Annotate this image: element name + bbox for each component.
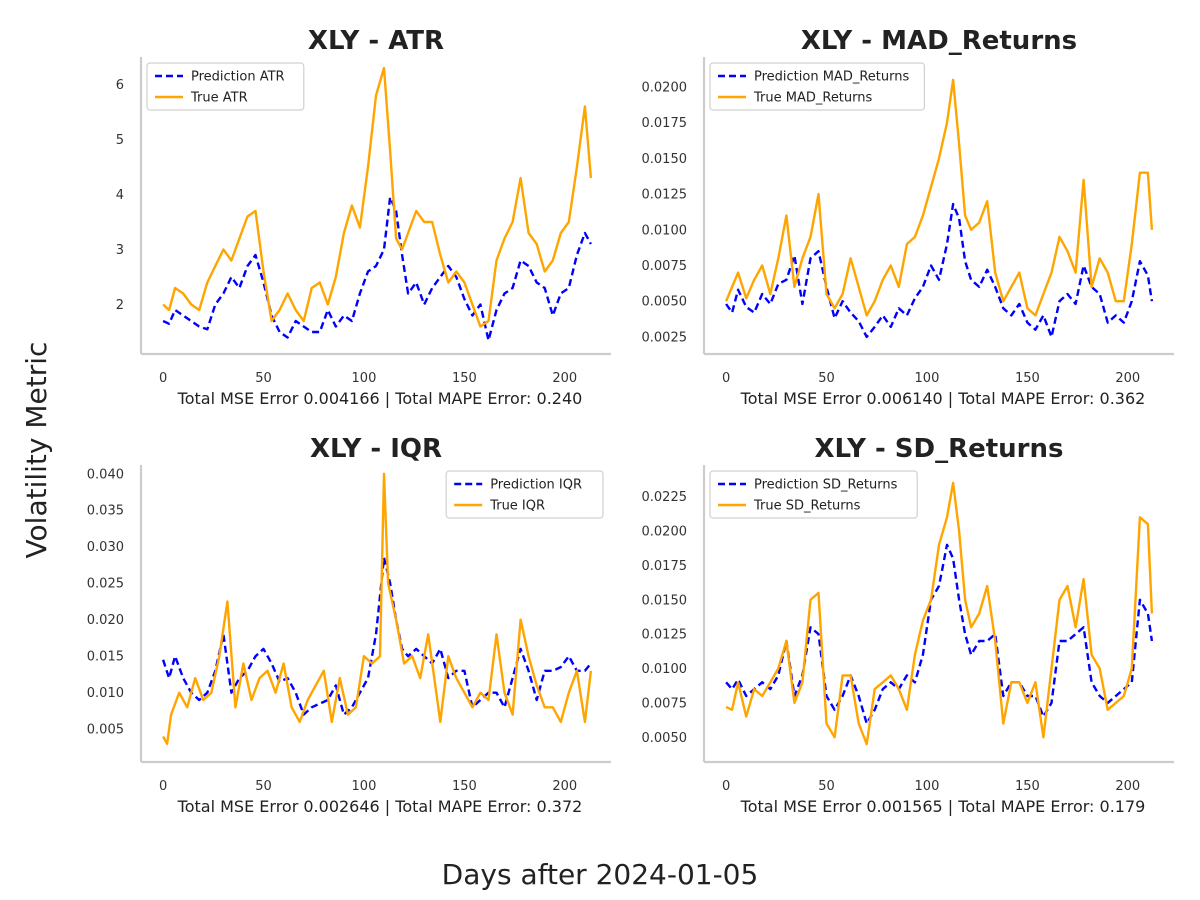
y-tick-label: 0.025 <box>87 577 124 592</box>
legend-label: True ATR <box>190 91 248 106</box>
figure-xlabel: Days after 2024-01-05 <box>442 858 759 891</box>
x-axis-label: Total MSE Error 0.006140 | Total MAPE Er… <box>740 389 1146 408</box>
subplot-3: XLY - IQR 0 50 100 150 200 0.005 0.010 0.015 0.02… <box>87 434 611 816</box>
x-tick-label: 0 <box>159 371 167 386</box>
series-line-prediction <box>162 196 592 342</box>
y-tick-label: 0.005 <box>87 723 124 738</box>
x-tick-label: 150 <box>1015 371 1040 386</box>
x-tick-label: 200 <box>552 371 577 386</box>
x-tick-label: 0 <box>722 779 730 794</box>
chart-title: XLY - MAD_Returns <box>801 26 1077 56</box>
y-tick-label: 0.0200 <box>642 80 688 95</box>
legend: Prediction IQR True IQR <box>445 470 604 519</box>
series-line-true <box>162 66 593 328</box>
y-tick-label: 0.0200 <box>642 525 688 540</box>
y-tick-label: 0.0050 <box>642 731 688 746</box>
x-tick-label: 100 <box>352 779 377 794</box>
y-tick-label: 0.0125 <box>642 628 688 643</box>
x-tick-label: 100 <box>352 371 377 386</box>
x-tick-label: 50 <box>255 779 272 794</box>
x-axis-label: Total MSE Error 0.004166 | Total MAPE Er… <box>177 389 583 408</box>
y-tick-label: 0.015 <box>87 650 124 665</box>
series-line-true <box>725 481 1154 746</box>
legend-label: Prediction IQR <box>490 478 582 493</box>
x-tick-label: 0 <box>159 779 167 794</box>
y-tick-label: 3 <box>116 243 124 258</box>
chart-title: XLY - ATR <box>308 26 444 56</box>
subplot-4: XLY - SD_Returns 0 50 100 150 200 0.0050 0.0075… <box>642 434 1174 816</box>
legend: Prediction MAD_Returns True MAD_Returns <box>709 62 925 111</box>
y-tick-label: 0.0150 <box>642 152 688 167</box>
subplot-panels: XLY - ATR 0 50 100 150 200 2 3 4 5 6 Total MSE Erro… <box>87 26 1174 816</box>
legend-box <box>709 62 925 111</box>
x-axis-label: Total MSE Error 0.001565 | Total MAPE Er… <box>740 797 1146 816</box>
y-tick-label: 0.0100 <box>642 223 688 238</box>
y-tick-label: 0.0175 <box>642 116 688 131</box>
legend-box <box>146 62 305 111</box>
x-tick-label: 200 <box>1115 779 1140 794</box>
x-tick-label: 0 <box>722 371 730 386</box>
chart-title: XLY - SD_Returns <box>815 434 1064 464</box>
legend-label: True IQR <box>489 499 545 514</box>
y-tick-label: 0.020 <box>87 613 124 628</box>
x-tick-label: 50 <box>818 779 835 794</box>
y-tick-label: 6 <box>116 78 124 93</box>
y-tick-label: 5 <box>116 133 124 148</box>
y-tick-label: 0.0125 <box>642 188 688 203</box>
x-tick-label: 50 <box>818 371 835 386</box>
y-tick-label: 0.010 <box>87 686 124 701</box>
series-line-prediction <box>725 202 1154 339</box>
legend-label: Prediction ATR <box>191 70 285 85</box>
chart-title: XLY - IQR <box>310 434 442 464</box>
legend-label: True MAD_Returns <box>753 91 873 106</box>
y-tick-label: 0.0175 <box>642 559 688 574</box>
x-tick-label: 150 <box>452 371 477 386</box>
legend-box <box>709 470 918 519</box>
series-line-true <box>724 78 1154 317</box>
figure-ylabel: Volatility Metric <box>20 342 53 559</box>
x-tick-label: 150 <box>1015 779 1040 794</box>
y-tick-label: 0.0075 <box>642 696 688 711</box>
legend: Prediction ATR True ATR <box>146 62 305 111</box>
x-tick-label: 150 <box>452 779 477 794</box>
x-tick-label: 100 <box>915 779 940 794</box>
series-line-true <box>162 472 593 745</box>
legend-box <box>445 470 604 519</box>
y-tick-label: 0.0150 <box>642 593 688 608</box>
y-tick-label: 0.030 <box>87 540 124 555</box>
y-tick-label: 0.035 <box>87 504 124 519</box>
x-tick-label: 200 <box>552 779 577 794</box>
legend-label: Prediction MAD_Returns <box>754 70 909 85</box>
series-line-prediction <box>725 543 1154 725</box>
legend-label: True SD_Returns <box>753 499 861 514</box>
legend: Prediction SD_Returns True SD_Returns <box>709 470 918 519</box>
subplot-2: XLY - MAD_Returns 0 50 100 150 200 0.0025 0.005… <box>642 26 1174 408</box>
y-tick-label: 0.040 <box>87 467 124 482</box>
y-tick-label: 0.0225 <box>642 490 688 505</box>
y-tick-label: 0.0025 <box>642 330 688 345</box>
y-tick-label: 0.0050 <box>642 295 688 310</box>
x-axis-label: Total MSE Error 0.002646 | Total MAPE Er… <box>177 797 583 816</box>
x-tick-label: 100 <box>915 371 940 386</box>
x-tick-label: 50 <box>255 371 272 386</box>
y-tick-label: 0.0100 <box>642 662 688 677</box>
y-tick-label: 2 <box>116 298 124 313</box>
y-tick-label: 0.0075 <box>642 259 688 274</box>
subplot-1: XLY - ATR 0 50 100 150 200 2 3 4 5 6 Total MSE Erro… <box>116 26 611 408</box>
legend-label: Prediction SD_Returns <box>754 478 898 493</box>
series-line-prediction <box>161 556 592 716</box>
y-tick-label: 4 <box>116 188 124 203</box>
x-tick-label: 200 <box>1115 371 1140 386</box>
